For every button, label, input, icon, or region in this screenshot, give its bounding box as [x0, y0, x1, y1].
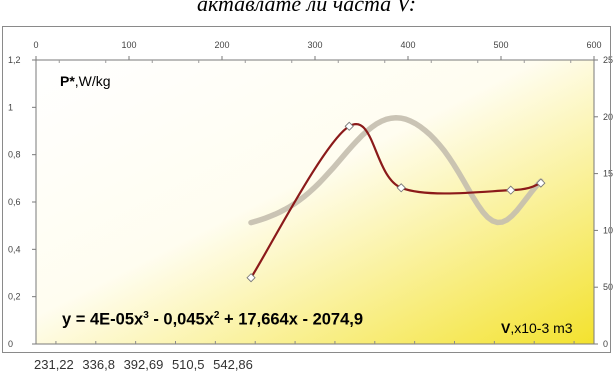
top-axis-tick-label: 300 — [307, 40, 322, 50]
caption: актавлате ли часта V: — [196, 0, 417, 16]
left-axis-tick-label: 0,8 — [8, 150, 21, 160]
bottom-category-labels: 231,22 336,8 392,69 510,5 542,86 — [34, 357, 258, 372]
y-axis-label: P*,W/kg — [60, 73, 111, 89]
plot-area — [36, 60, 594, 344]
right-axis-tick-label: 50 — [603, 282, 613, 292]
right-axis-tick-label: 250 — [603, 55, 613, 65]
trendline-equation: y = 4E-05x3 - 0,045x2 + 17,664x - 2074,9 — [62, 310, 364, 329]
top-axis-tick-label: 500 — [493, 40, 508, 50]
top-axis-tick-label: 400 — [400, 40, 415, 50]
category-label: 542,86 — [213, 357, 253, 372]
category-label: 231,22 — [34, 357, 74, 372]
data-point-marker — [344, 121, 354, 131]
top-axis-tick-label: 100 — [121, 40, 136, 50]
category-label: 510,5 — [171, 357, 205, 372]
top-axis-tick-label: 0 — [33, 40, 38, 50]
data-point-marker — [506, 185, 516, 195]
category-label: 336,8 — [82, 357, 115, 372]
left-axis-tick-label: 0,4 — [8, 244, 21, 254]
left-axis-tick-label: 0,6 — [8, 197, 21, 207]
right-axis-tick-label: 200 — [603, 112, 613, 122]
left-axis-tick-label: 1,2 — [8, 55, 21, 65]
left-axis-tick-label: 1 — [8, 102, 13, 112]
right-axis-tick-label: 0 — [603, 339, 608, 349]
x-axis-label: V,x10-3 m3 — [501, 320, 573, 336]
category-label: 392,69 — [123, 357, 164, 372]
left-axis-tick-label: 0,2 — [8, 292, 21, 302]
data-point-marker — [246, 273, 256, 283]
right-axis-tick-label: 150 — [603, 169, 613, 179]
data-point-marker — [396, 183, 406, 193]
trendline — [248, 115, 544, 226]
data-point-marker — [536, 178, 546, 188]
left-axis-tick-label: 0 — [8, 339, 13, 349]
chart-frame — [2, 26, 611, 353]
top-axis-tick-label: 600 — [586, 40, 601, 50]
top-axis-tick-label: 200 — [214, 40, 229, 50]
right-axis-tick-label: 100 — [603, 225, 613, 235]
